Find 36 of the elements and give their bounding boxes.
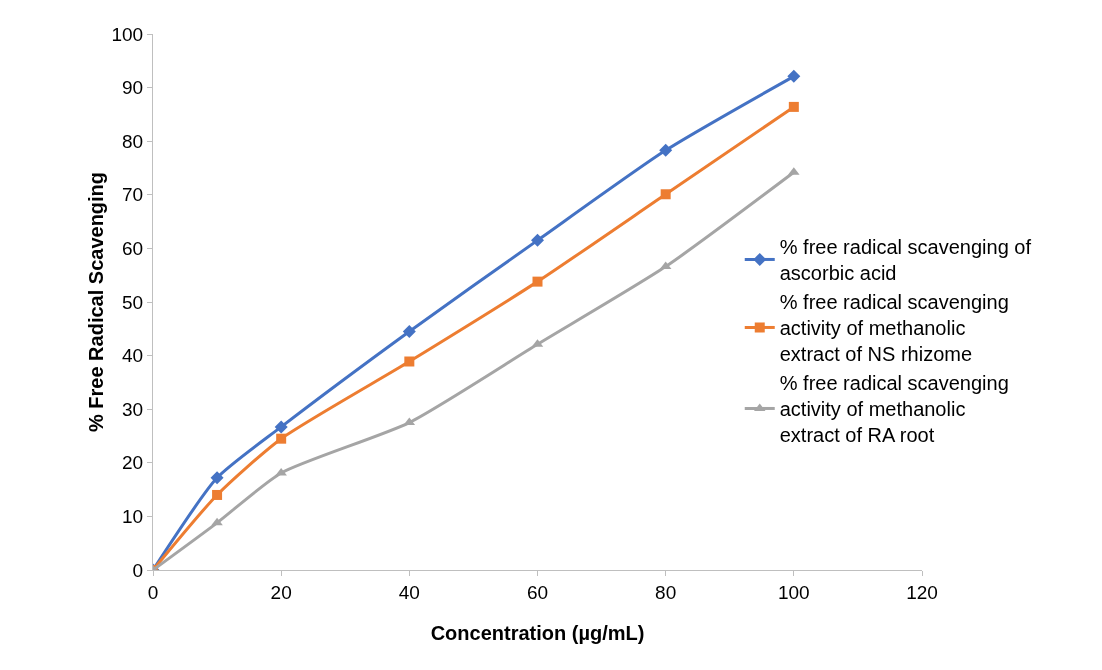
point <box>532 276 543 287</box>
point <box>788 101 799 112</box>
y-tick-label: 50 <box>122 291 144 313</box>
x-axis-title: Concentration (µg/mL) <box>430 622 645 644</box>
point <box>402 324 416 338</box>
y-tick-label: 30 <box>122 398 144 420</box>
x-tick-label: 0 <box>147 581 159 603</box>
point <box>660 189 671 200</box>
point <box>211 517 223 526</box>
y-tick-label: 10 <box>122 506 144 528</box>
point <box>659 143 673 157</box>
y-tick-label: 80 <box>122 130 144 152</box>
x-tick-label: 120 <box>906 581 938 603</box>
y-tick-label: 20 <box>122 452 144 474</box>
x-tick-label: 60 <box>526 581 549 603</box>
legend-label: % free radical scavenging activity of methanolic extract of RA root <box>779 372 1009 447</box>
y-tick-label: 90 <box>122 77 144 99</box>
y-tick-label: 100 <box>111 23 144 45</box>
point <box>274 420 288 434</box>
x-tick-label: 40 <box>398 581 420 603</box>
y-tick-label: 40 <box>122 345 144 367</box>
point <box>276 433 287 444</box>
point <box>531 233 544 247</box>
point <box>212 489 223 500</box>
point <box>787 69 801 83</box>
x-tick-label: 20 <box>270 581 292 603</box>
legend-label: % free radical scavenging of ascorbic acid <box>779 236 1032 285</box>
point <box>404 356 415 367</box>
point <box>210 471 224 485</box>
x-tick-label: 100 <box>777 581 810 603</box>
y-tick-label: 60 <box>122 238 144 260</box>
y-axis-title: % Free Radical Scavenging <box>85 171 107 433</box>
y-tick-label: 0 <box>132 559 144 581</box>
y-tick-label: 70 <box>122 184 144 206</box>
legend-label: % free radical scavenging activity of methanolic extract of NS rhizome <box>779 291 1009 366</box>
x-tick-label: 80 <box>655 581 677 603</box>
